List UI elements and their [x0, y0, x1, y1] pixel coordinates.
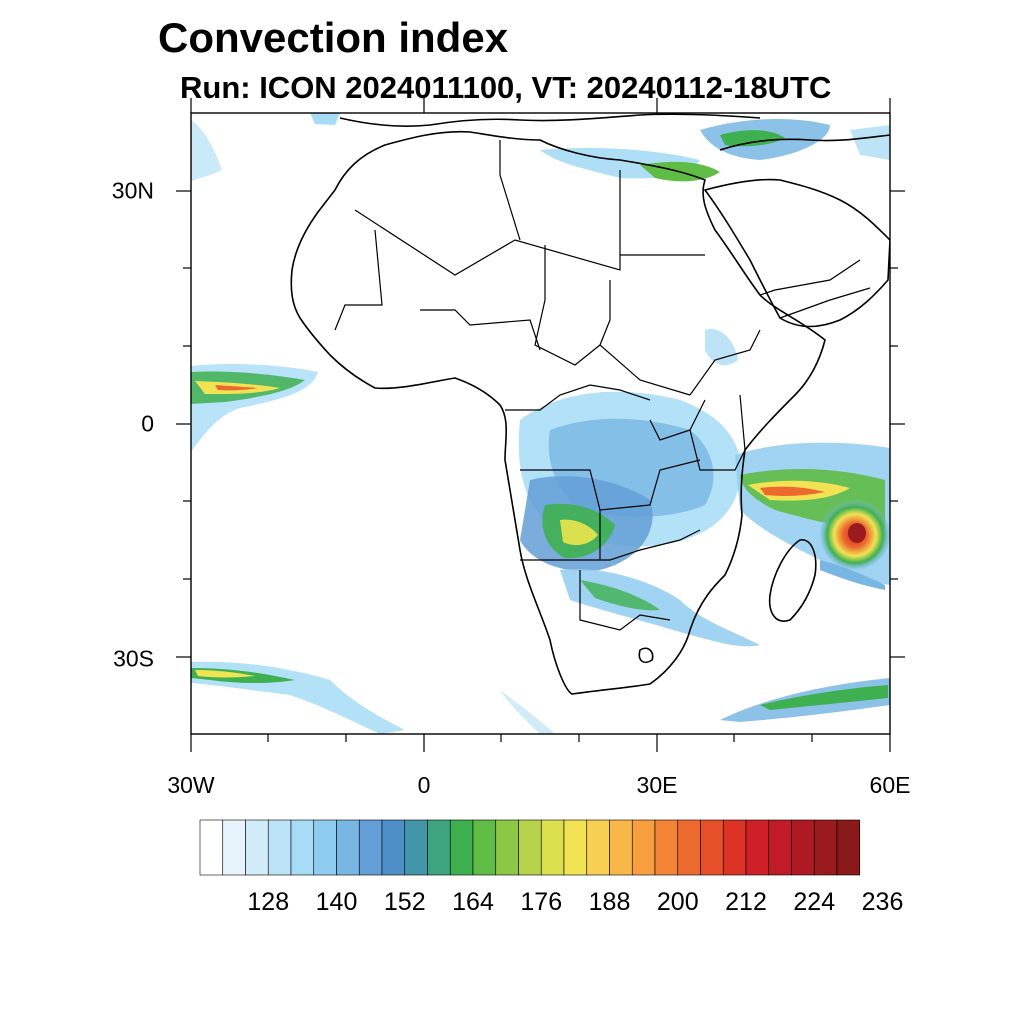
colorbar-box — [654, 819, 679, 876]
colorbar-label: 140 — [315, 888, 358, 916]
borders — [334, 140, 871, 631]
colorbar-box — [745, 819, 770, 876]
coastlines — [290, 113, 890, 695]
colorbar-box — [358, 819, 383, 876]
colorbar-box — [768, 819, 792, 876]
lon-label-30w: 30W — [167, 772, 215, 798]
colorbar-label: 224 — [793, 888, 836, 916]
colorbar-label: 164 — [452, 888, 494, 916]
colorbar-label: 212 — [725, 888, 767, 916]
axis-ticks — [176, 98, 905, 752]
colorbar-label: 236 — [861, 888, 904, 916]
lat-label-0: 0 — [141, 410, 154, 437]
colorbar-box — [245, 819, 269, 876]
colorbar-label: 152 — [383, 888, 426, 916]
colorbar-box — [472, 819, 497, 876]
colorbar-box — [563, 819, 588, 876]
colorbar-box — [677, 819, 701, 876]
convection-field — [191, 113, 890, 734]
colorbar-box — [722, 819, 747, 876]
colorbar-box — [609, 819, 633, 876]
lon-label-30e: 30E — [636, 772, 678, 798]
colorbar-box — [586, 819, 610, 876]
colorbar-label: 188 — [588, 888, 631, 916]
lon-label-0: 0 — [417, 772, 431, 798]
colorbar-label: 176 — [520, 888, 563, 916]
colorbar-box — [836, 819, 861, 876]
lat-label-30s: 30S — [113, 645, 154, 672]
colorbar-box — [381, 819, 406, 876]
colorbar-box — [449, 819, 474, 876]
colorbar-box — [700, 819, 724, 876]
colorbar-box — [313, 819, 337, 876]
arabia-coastline — [703, 178, 890, 328]
colorbar-label: 128 — [247, 888, 290, 916]
colorbar-box — [427, 819, 451, 876]
colorbar-box — [222, 819, 246, 876]
colorbar-box — [495, 819, 519, 876]
colorbar-box — [813, 819, 838, 876]
lon-label-60e: 60E — [869, 772, 911, 798]
colorbar-box — [631, 819, 656, 876]
lat-label-30n: 30N — [111, 177, 154, 204]
africa-coastline — [290, 130, 826, 695]
madagascar-coastline — [768, 539, 817, 622]
chart-subtitle: Run: ICON 2024011100, VT: 20240112-18UTC — [180, 70, 832, 105]
colorbar — [199, 819, 861, 876]
colorbar-box — [199, 819, 224, 876]
colorbar-box — [791, 819, 815, 876]
colorbar-label: 200 — [656, 888, 699, 916]
colorbar-box — [518, 819, 542, 876]
colorbar-box — [290, 819, 315, 876]
colorbar-box — [336, 819, 360, 876]
colorbar-box — [267, 819, 292, 876]
colorbar-box — [540, 819, 565, 876]
chart-title: Convection index — [158, 14, 509, 61]
colorbar-box — [404, 819, 428, 876]
